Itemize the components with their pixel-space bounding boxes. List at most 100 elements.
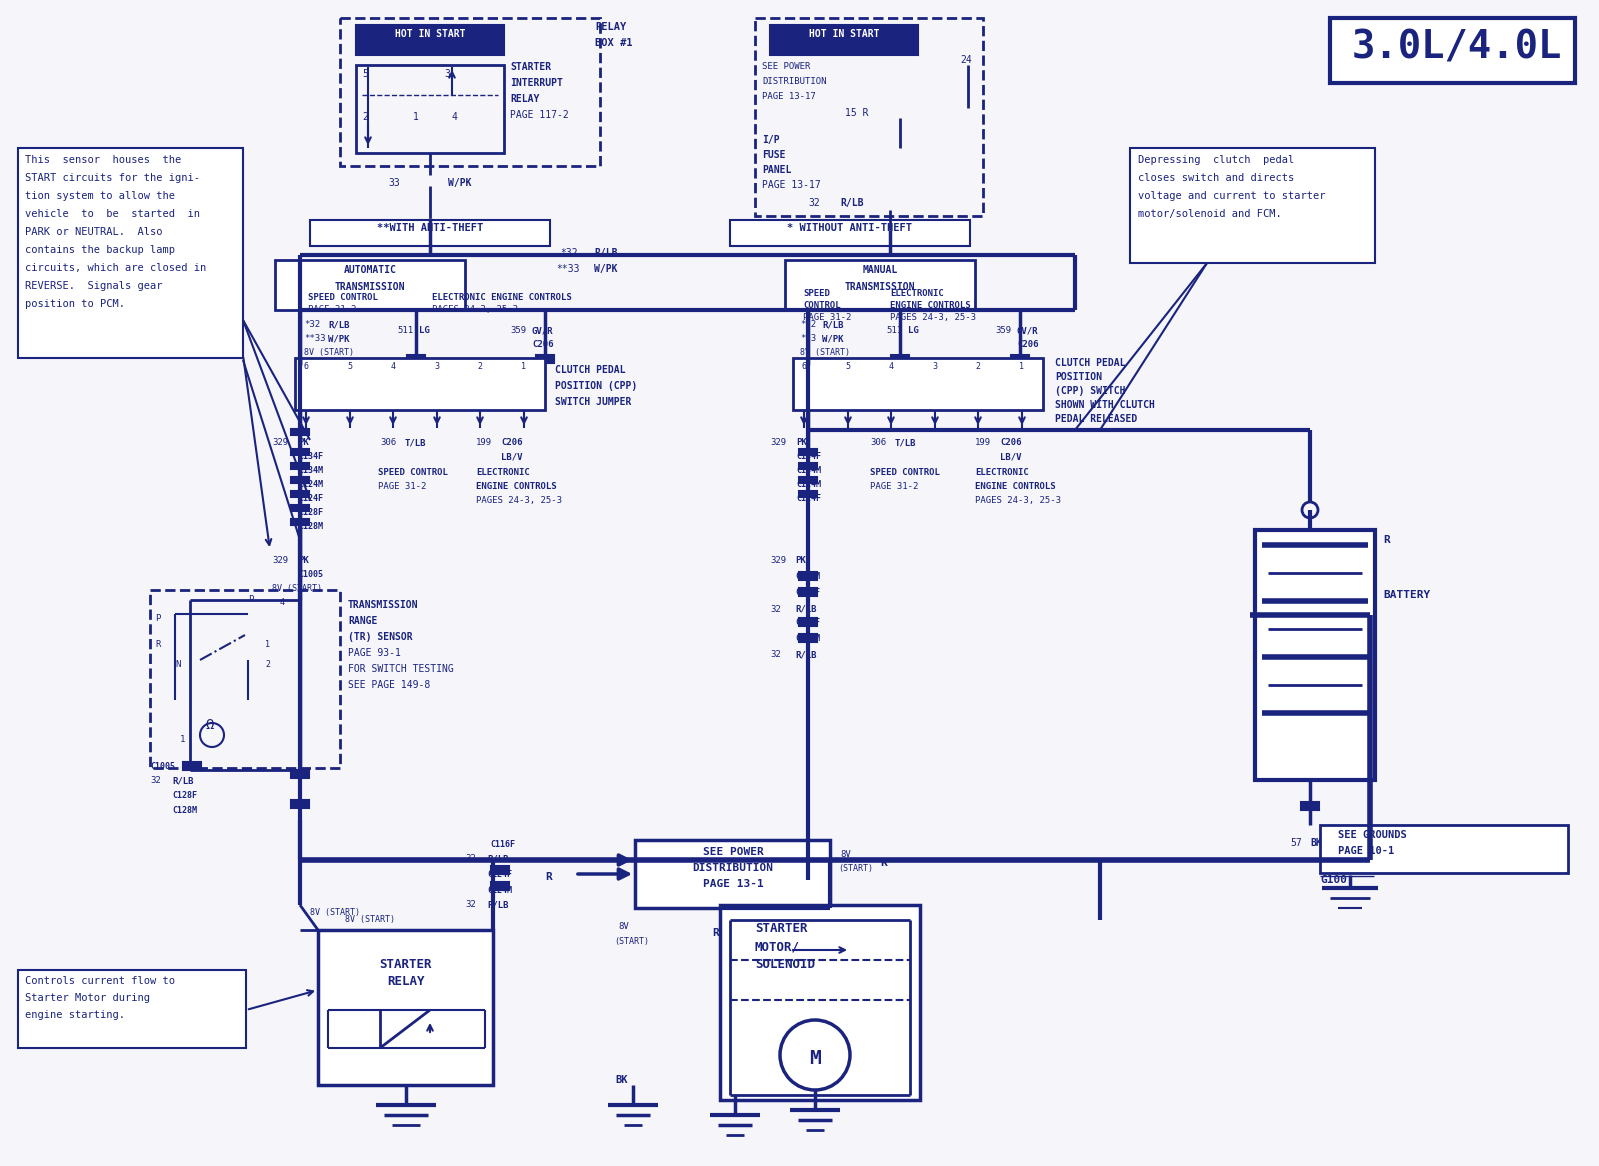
Text: MANUAL: MANUAL — [862, 265, 897, 275]
Text: *32: *32 — [304, 319, 320, 329]
Text: FUSE: FUSE — [763, 150, 785, 160]
Text: 8V (START): 8V (START) — [272, 584, 321, 593]
Text: circuits, which are closed in: circuits, which are closed in — [26, 264, 206, 273]
Bar — [408, 354, 425, 363]
Text: POSITION: POSITION — [1055, 372, 1102, 382]
Text: PAGES 24-3, 25-3: PAGES 24-3, 25-3 — [975, 496, 1062, 505]
Text: W/PK: W/PK — [328, 333, 350, 343]
Text: SPEED: SPEED — [803, 289, 830, 298]
Text: T/LB: T/LB — [895, 438, 916, 447]
Text: R: R — [545, 872, 552, 881]
Text: PAGES 24-3, 25-3: PAGES 24-3, 25-3 — [432, 305, 518, 314]
Text: ELECTRONIC: ELECTRONIC — [891, 289, 943, 298]
Text: PK: PK — [297, 556, 309, 566]
Text: C134M: C134M — [297, 466, 323, 475]
Text: 5: 5 — [347, 361, 352, 371]
Text: G100: G100 — [1321, 874, 1346, 885]
Bar — [291, 519, 309, 525]
Text: 8V: 8V — [839, 850, 851, 859]
Bar — [491, 866, 508, 874]
Text: R: R — [879, 858, 887, 868]
Text: 1: 1 — [521, 361, 526, 371]
Text: engine starting.: engine starting. — [26, 1010, 125, 1020]
Text: I/P: I/P — [763, 135, 780, 145]
Text: 3.0L/4.0L: 3.0L/4.0L — [1351, 28, 1562, 66]
Text: LG: LG — [908, 326, 919, 335]
Text: 3: 3 — [435, 361, 440, 371]
Text: W/PK: W/PK — [822, 333, 844, 343]
Text: PAGE 93-1: PAGE 93-1 — [349, 648, 401, 658]
Text: LB/V: LB/V — [999, 452, 1022, 461]
Text: 1: 1 — [1020, 361, 1025, 371]
Text: position to PCM.: position to PCM. — [26, 298, 125, 309]
Text: PAGE 13-17: PAGE 13-17 — [763, 92, 815, 101]
Text: C1005: C1005 — [297, 570, 323, 580]
Text: C116F: C116F — [489, 840, 515, 849]
Text: PK: PK — [795, 556, 806, 566]
Text: W/PK: W/PK — [593, 264, 617, 274]
Bar — [785, 260, 975, 310]
Text: C128F: C128F — [297, 508, 323, 517]
Text: 329: 329 — [771, 438, 787, 447]
Bar — [800, 588, 817, 596]
Text: R/LB: R/LB — [593, 248, 617, 258]
Text: 32: 32 — [807, 198, 820, 208]
Text: DISTRIBUTION: DISTRIBUTION — [763, 77, 827, 86]
Bar — [800, 618, 817, 626]
Bar — [800, 449, 817, 455]
Text: 8V (START): 8V (START) — [310, 908, 360, 916]
Text: C134F: C134F — [796, 452, 820, 461]
Text: C114M: C114M — [795, 634, 820, 642]
Bar — [800, 463, 817, 469]
Text: 4: 4 — [889, 361, 894, 371]
Text: AUTOMATIC: AUTOMATIC — [344, 265, 397, 275]
Text: 5: 5 — [361, 69, 368, 79]
Text: C124F: C124F — [796, 494, 820, 503]
Bar — [18, 970, 246, 1048]
Text: CLUTCH PEDAL: CLUTCH PEDAL — [1055, 358, 1126, 368]
Text: 8V (START): 8V (START) — [800, 347, 851, 357]
Text: PK: PK — [796, 438, 807, 447]
Text: 33: 33 — [389, 178, 400, 188]
Text: P: P — [155, 614, 160, 623]
Text: RELAY: RELAY — [595, 22, 627, 31]
Text: *32: *32 — [800, 319, 815, 329]
Text: C124M: C124M — [297, 480, 323, 489]
Text: C206: C206 — [500, 438, 523, 447]
Bar — [357, 24, 504, 55]
Text: C206: C206 — [999, 438, 1022, 447]
Text: Controls current flow to: Controls current flow to — [26, 976, 174, 986]
Text: RELAY: RELAY — [387, 975, 425, 988]
Text: C128M: C128M — [297, 522, 323, 531]
Text: Starter Motor during: Starter Motor during — [26, 993, 150, 1003]
Text: C134M: C134M — [796, 466, 820, 475]
Text: ENGINE CONTROLS: ENGINE CONTROLS — [891, 301, 971, 310]
Text: TRANSMISSION: TRANSMISSION — [844, 282, 915, 292]
Text: 329: 329 — [272, 438, 288, 447]
Bar — [318, 930, 492, 1086]
Text: voltage and current to starter: voltage and current to starter — [1138, 191, 1326, 201]
Text: SEE GROUNDS: SEE GROUNDS — [1338, 830, 1407, 840]
Bar — [731, 220, 971, 246]
Text: ENGINE CONTROLS: ENGINE CONTROLS — [477, 482, 556, 491]
Text: motor/solenoid and FCM.: motor/solenoid and FCM. — [1138, 209, 1282, 219]
Text: 359: 359 — [995, 326, 1011, 335]
Text: SWITCH JUMPER: SWITCH JUMPER — [555, 396, 632, 407]
Text: SOLENOID: SOLENOID — [755, 958, 815, 971]
Bar — [150, 590, 341, 768]
Text: vehicle  to  be  started  in: vehicle to be started in — [26, 209, 200, 219]
Bar — [1321, 826, 1569, 873]
Bar — [291, 429, 309, 435]
Text: 3: 3 — [445, 69, 449, 79]
Bar — [357, 65, 504, 153]
Text: ELECTRONIC: ELECTRONIC — [477, 468, 529, 477]
Bar — [800, 573, 817, 580]
Text: 8V (START): 8V (START) — [345, 915, 395, 923]
Text: STARTER: STARTER — [379, 958, 432, 971]
Bar — [793, 358, 1043, 410]
Bar — [291, 770, 309, 778]
Text: STARTER: STARTER — [510, 62, 552, 72]
Text: 199: 199 — [477, 438, 492, 447]
Text: BK: BK — [1310, 838, 1322, 848]
Text: SPEED CONTROL: SPEED CONTROL — [870, 468, 940, 477]
